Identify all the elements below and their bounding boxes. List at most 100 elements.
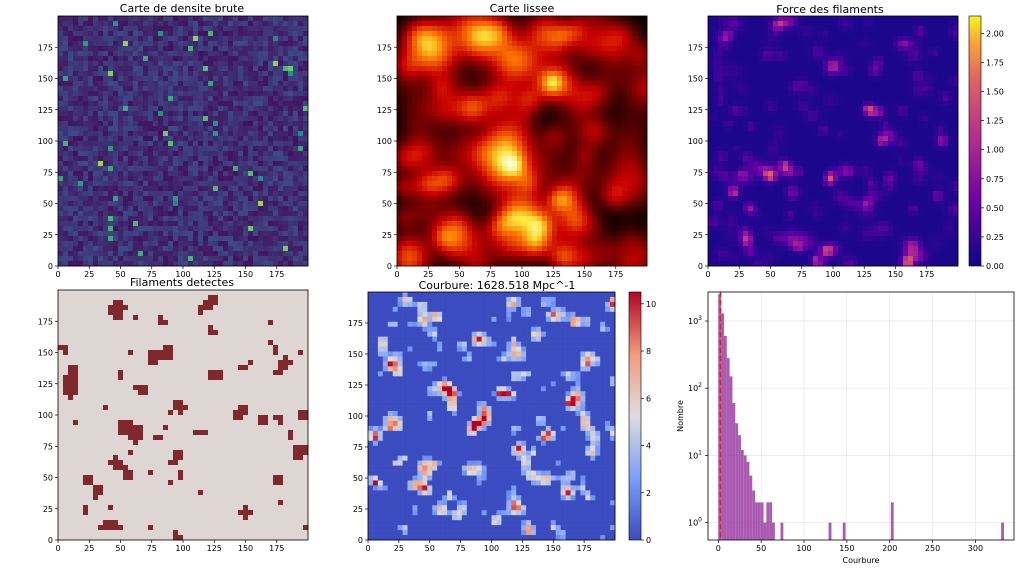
colorbar-tick-label: 0.00: [986, 262, 1004, 271]
y-tick-label: 175: [688, 43, 703, 52]
y-tick-label: 50: [43, 474, 53, 483]
y-tick-label: 75: [382, 168, 392, 177]
colorbar-tick-label: 0: [646, 536, 651, 545]
y-tick-label: 0: [48, 536, 53, 545]
x-tick-label: 75: [456, 544, 466, 553]
x-tick-label: 100: [175, 270, 190, 279]
y-tick-label: 25: [693, 231, 703, 240]
x-tick-label: 25: [394, 544, 404, 553]
histogram-bar: [780, 522, 784, 540]
x-tick-label: 50: [765, 270, 775, 279]
ax-curvature-image: [368, 292, 616, 541]
y-tick-label: 150: [688, 75, 703, 84]
x-tick-label: 0: [365, 544, 370, 553]
x-tick-label: 100: [514, 270, 529, 279]
colorbar-tick-label: 8: [646, 347, 651, 356]
histogram-bar: [735, 423, 739, 540]
x-tick-label: 150: [238, 270, 253, 279]
histogram-bar: [749, 475, 753, 540]
y-tick-label: 100: [688, 137, 703, 146]
y-tick-label: 125: [377, 106, 392, 115]
filament-strength-panel: 0 25 50 75 100 125 150 175 0 25 50 75 100 125 150 175: [688, 15, 959, 279]
curvature-map-panel: 0 25 50 75 100 125 150 175 0 25 50 75 100 125 150 175: [348, 291, 616, 553]
y-tick-label: 150: [348, 350, 363, 359]
x-tick-label: 200: [882, 544, 897, 553]
x-tick-label: 125: [546, 270, 561, 279]
histogram-bar: [732, 403, 736, 540]
histogram-bar: [769, 502, 773, 540]
x-tick-label: 125: [207, 270, 222, 279]
histogram-bar: [743, 455, 747, 540]
y-tick-label: 100: [348, 412, 363, 421]
axes-frame: [707, 291, 1015, 541]
colorbar-tick-label: 1.00: [986, 146, 1004, 155]
y-tick-label: 125: [38, 380, 53, 389]
histogram-bar: [718, 294, 722, 540]
histogram-bar: [729, 376, 733, 540]
y-tick-label: 75: [43, 442, 53, 451]
x-tick-label: 75: [147, 544, 157, 553]
histogram-bar: [842, 522, 846, 540]
colorbar-tick-label: 0.75: [986, 175, 1004, 184]
x-tick-label: 125: [207, 544, 222, 553]
x-tick-label: 100: [825, 270, 840, 279]
x-tick-label: 50: [425, 544, 435, 553]
panel-title-strength: Force des filaments: [776, 3, 884, 16]
y-tick-label: 175: [377, 43, 392, 52]
colorbar-tick-label: 1.50: [986, 88, 1004, 97]
x-tick-label: 0: [705, 270, 710, 279]
y-tick-label: 150: [377, 75, 392, 84]
x-tick-label: 25: [734, 270, 744, 279]
colorbar-tick-label: 0.50: [986, 204, 1004, 213]
panel-title-smooth: Carte lissee: [490, 2, 555, 15]
y-tick-label: 25: [353, 505, 363, 514]
x-tick-label: 0: [55, 544, 60, 553]
colorbar-gradient: [968, 15, 982, 267]
x-tick-label: 175: [608, 270, 623, 279]
y-tick-label: 102: [688, 382, 702, 393]
x-tick-label: 150: [577, 270, 592, 279]
x-tick-label: 150: [888, 270, 903, 279]
histogram-bar: [890, 502, 894, 540]
ax-raw-image: [58, 16, 309, 267]
colorbar-tick-label: 2: [646, 489, 651, 498]
density-map-panel: 0 25 50 75 100 125 150 175 0 25 50 75 100 125 150 175: [38, 15, 309, 279]
colorbar-tick-label: 2.00: [986, 29, 1004, 38]
y-tick-label: 100: [377, 137, 392, 146]
histogram-bar: [763, 522, 767, 540]
x-tick-label: 150: [839, 544, 854, 553]
histogram-bar: [772, 522, 775, 540]
x-tick-label: 100: [175, 544, 190, 553]
x-tick-label: 75: [147, 270, 157, 279]
x-tick-label: 25: [84, 270, 94, 279]
x-tick-label: 125: [515, 544, 530, 553]
histogram-bar: [723, 335, 727, 540]
y-tick-label: 150: [38, 349, 53, 358]
colorbar-tick-label: 6: [646, 394, 651, 403]
y-tick-label: 175: [38, 43, 53, 52]
panel-title-curvature: Courbure: 1628.518 Mpc^-1: [419, 279, 576, 292]
histogram-bar: [740, 450, 744, 540]
y-tick-label: 75: [693, 168, 703, 177]
colorbar-tick-label: 1.75: [986, 59, 1004, 68]
x-axis-label: Courbure: [842, 556, 879, 565]
y-tick-label: 125: [348, 381, 363, 390]
y-tick-label: 175: [348, 319, 363, 328]
ax-strength-image: [708, 16, 959, 267]
y-tick-label: 100: [38, 137, 53, 146]
x-tick-label: 50: [454, 270, 464, 279]
histogram-bar: [828, 522, 832, 540]
x-tick-label: 0: [716, 544, 721, 553]
y-tick-label: 25: [382, 231, 392, 240]
histogram-bar: [1001, 522, 1004, 540]
colorbar-tick-label: 4: [646, 442, 651, 451]
panel-title-raw: Carte de densite brute: [120, 2, 245, 15]
colorbar-gradient: [628, 291, 642, 541]
y-tick-label: 0: [358, 536, 363, 545]
x-tick-label: 25: [423, 270, 433, 279]
x-tick-label: 75: [797, 270, 807, 279]
y-tick-label: 100: [688, 517, 702, 528]
y-tick-label: 75: [353, 443, 363, 452]
x-tick-label: 100: [484, 544, 499, 553]
strength-colorbar: 0.00 0.25 0.50 0.75 1.00 1.25 1.50 1.75 2.00: [968, 15, 1004, 271]
